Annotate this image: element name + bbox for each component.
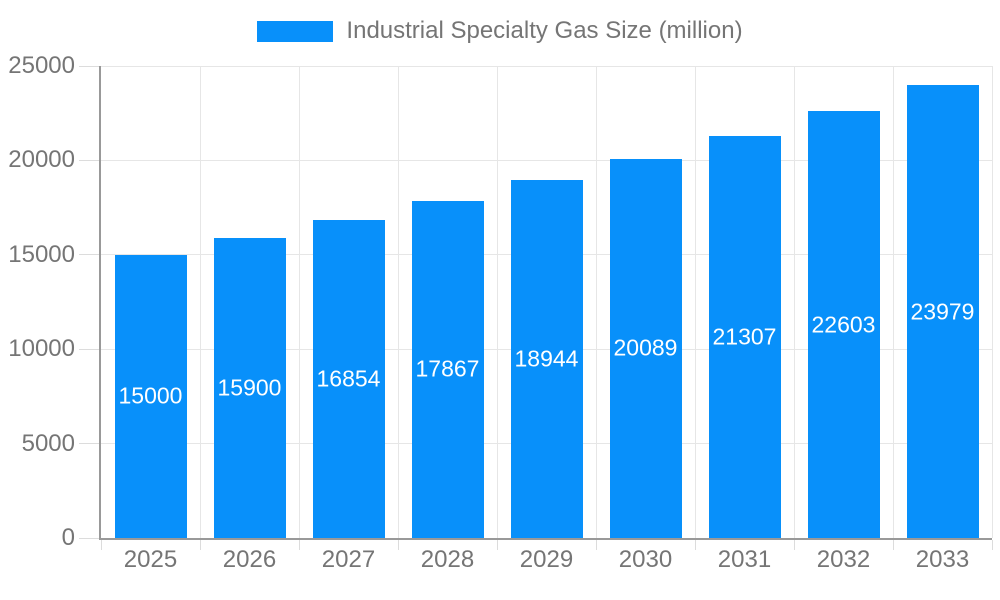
y-axis-tick	[79, 443, 99, 445]
bar-value-label: 15000	[118, 382, 183, 409]
bar-2030[interactable]: 20089	[609, 158, 682, 538]
y-axis-tick-label: 5000	[21, 429, 75, 457]
plot-area: 0 5000 10000 15000 20000 25000 15000 2025 15900 2…	[8, 54, 993, 573]
x-axis-line	[99, 538, 992, 540]
bar-2032[interactable]: 22603	[807, 111, 880, 538]
bar-value-label: 21307	[712, 323, 777, 350]
gridline-vertical	[397, 66, 399, 538]
bar-value-label: 17867	[415, 355, 480, 382]
x-axis-tick	[199, 540, 201, 550]
x-axis-category-label: 2032	[816, 546, 871, 573]
y-axis-line	[99, 66, 101, 540]
x-axis-tick	[298, 540, 300, 550]
legend-item[interactable]: Industrial Specialty Gas Size (million)	[257, 17, 743, 45]
bar-value-label: 15900	[217, 374, 282, 401]
x-axis-category-label: 2026	[222, 546, 277, 573]
y-axis-tick-label: 25000	[8, 52, 75, 79]
y-axis-tick-label: 20000	[8, 146, 75, 174]
bar-2026[interactable]: 15900	[213, 237, 286, 538]
bar-2033[interactable]: 23979	[906, 85, 979, 538]
legend-label: Industrial Specialty Gas Size (million)	[346, 17, 743, 44]
y-axis-tick-label: 0	[61, 524, 75, 551]
bar-2027[interactable]: 16854	[312, 219, 385, 538]
y-axis-tick-label: 15000	[8, 240, 75, 268]
legend-swatch	[257, 20, 334, 42]
gridline-vertical	[694, 66, 696, 538]
y-axis-tick	[79, 159, 99, 161]
bar-value-label: 20089	[613, 334, 678, 361]
gridline-vertical	[595, 66, 597, 538]
x-axis-category-label: 2033	[915, 546, 970, 573]
gridline-vertical	[199, 66, 201, 538]
y-axis-tick	[79, 65, 99, 67]
x-axis-category-label: 2031	[717, 546, 772, 573]
bar-value-label: 16854	[316, 365, 381, 392]
gridline-vertical	[496, 66, 498, 538]
bar-2028[interactable]: 17867	[411, 200, 484, 538]
gridline-horizontal	[101, 159, 992, 161]
x-axis-category-label: 2029	[519, 546, 574, 573]
gridline-vertical	[892, 66, 894, 538]
gridline-vertical	[793, 66, 795, 538]
legend: Industrial Specialty Gas Size (million)	[0, 16, 1000, 46]
bar-2025[interactable]: 15000	[114, 254, 187, 538]
gridline-vertical	[298, 66, 300, 538]
y-axis-tick	[79, 348, 99, 350]
x-axis-tick	[892, 540, 894, 550]
x-axis-tick	[793, 540, 795, 550]
y-axis-tick	[79, 537, 99, 539]
x-axis-tick	[397, 540, 399, 550]
x-axis-category-label: 2030	[618, 546, 673, 573]
gridline-horizontal	[101, 65, 992, 67]
gridline-vertical	[991, 66, 993, 538]
x-axis-tick	[595, 540, 597, 550]
x-axis-category-label: 2028	[420, 546, 475, 573]
bar-value-label: 18944	[514, 345, 579, 372]
bar-value-label: 22603	[811, 311, 876, 338]
y-axis-tick-label: 10000	[8, 335, 75, 363]
x-axis-category-label: 2025	[123, 546, 178, 573]
x-axis-tick	[694, 540, 696, 550]
y-axis-tick	[79, 254, 99, 256]
x-axis-tick	[991, 540, 993, 550]
bar-value-label: 23979	[910, 298, 975, 325]
x-axis-tick	[100, 540, 102, 550]
bar-2031[interactable]: 21307	[708, 135, 781, 538]
x-axis-category-label: 2027	[321, 546, 376, 573]
x-axis-tick	[496, 540, 498, 550]
bar-2029[interactable]: 18944	[510, 180, 583, 538]
